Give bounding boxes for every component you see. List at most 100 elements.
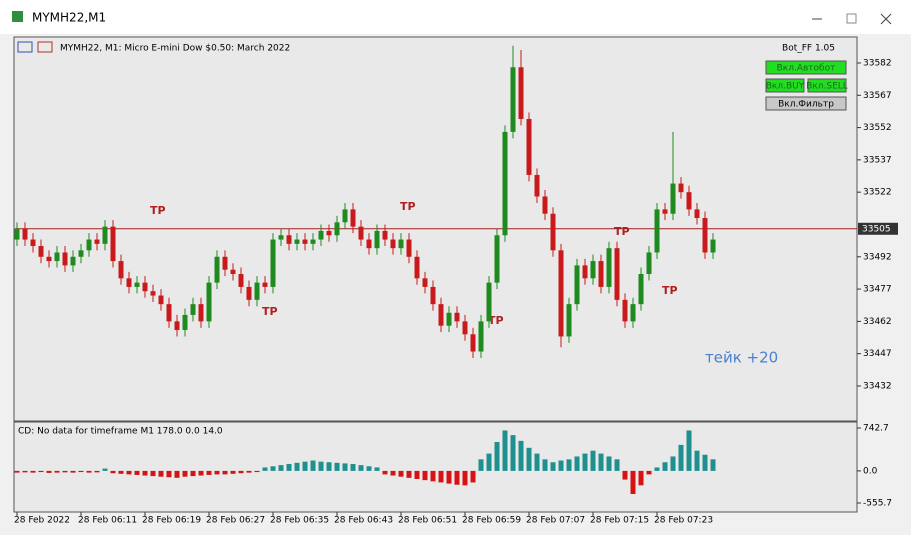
- indicator-bar: [78, 470, 84, 473]
- candle-body: [462, 321, 468, 335]
- indicator-bar: [366, 466, 372, 471]
- indicator-bar: [334, 462, 340, 471]
- x-tick-label: 28 Feb 06:51: [398, 516, 457, 526]
- candle-body: [422, 278, 428, 287]
- indicator-bar: [14, 470, 20, 473]
- indicator-bar: [62, 470, 68, 473]
- indicator-bar: [494, 442, 500, 471]
- candle-body: [710, 239, 716, 253]
- candle-body: [62, 252, 68, 266]
- candle-body: [326, 230, 332, 236]
- x-tick-label: 28 Feb 2022: [14, 516, 70, 526]
- candle-body: [502, 131, 508, 236]
- indicator-bar: [286, 463, 292, 471]
- indicator-bar: [678, 444, 684, 471]
- candle-body: [558, 250, 564, 337]
- indicator-bar: [318, 461, 324, 471]
- indicator-bar: [422, 470, 428, 481]
- indicator-bar: [654, 467, 660, 471]
- indicator-bar: [174, 470, 180, 478]
- indicator-bar: [598, 453, 604, 471]
- y-tick-label: 33477: [863, 285, 892, 295]
- expert-button[interactable]: [765, 60, 847, 75]
- candle-body: [446, 312, 452, 326]
- candle-body: [142, 282, 148, 292]
- indicator-bar: [54, 470, 60, 473]
- candle-body: [654, 209, 660, 253]
- candle-body: [494, 235, 500, 283]
- indicator-bar: [438, 470, 444, 483]
- candle-body: [214, 256, 220, 283]
- indicator-header: CD: No data for timeframe M1 178.0 0.0 1…: [18, 427, 223, 437]
- indicator-bar: [118, 470, 124, 474]
- candle-body: [126, 278, 132, 287]
- indicator-bar: [566, 459, 572, 471]
- candle-body: [150, 291, 156, 296]
- indicator-bar: [278, 465, 284, 471]
- candle-body: [662, 209, 668, 214]
- indicator-bar: [38, 470, 44, 473]
- indicator-bar: [262, 467, 268, 471]
- expert-button[interactable]: [807, 78, 847, 93]
- indicator-bar: [358, 465, 364, 471]
- chart-icon[interactable]: [37, 41, 53, 53]
- indicator-bar: [502, 430, 508, 471]
- candle-body: [86, 239, 92, 251]
- candle-body: [438, 304, 444, 326]
- indicator-bar: [398, 470, 404, 477]
- y-tick-label: 33522: [863, 188, 892, 198]
- indicator-bar: [686, 430, 692, 471]
- tp-marker: TP: [150, 204, 166, 217]
- candle-body: [694, 209, 700, 219]
- indicator-bar: [198, 470, 204, 476]
- candle-body: [358, 226, 364, 240]
- candle-body: [14, 228, 20, 240]
- indicator-bar: [166, 470, 172, 478]
- y-tick-label: 33432: [863, 381, 892, 391]
- indicator-bar: [710, 459, 716, 471]
- indicator-bar: [310, 460, 316, 471]
- indicator-bar: [342, 463, 348, 471]
- tp-marker: TP: [400, 200, 416, 213]
- candle-body: [206, 282, 212, 322]
- candle-body: [566, 304, 572, 337]
- indicator-bar: [550, 462, 556, 471]
- indicator-bar: [702, 454, 708, 471]
- tp-marker: TP: [662, 284, 678, 297]
- expert-button[interactable]: [765, 78, 805, 93]
- candle-body: [278, 235, 284, 240]
- tp-marker: TP: [488, 314, 504, 327]
- menu-icon[interactable]: [17, 41, 33, 53]
- expert-button-label[interactable]: Вкл.BUY: [766, 82, 805, 92]
- close-button[interactable]: [880, 13, 892, 25]
- indicator-bar: [470, 470, 476, 483]
- indicator-bar: [326, 462, 332, 471]
- candle-body: [102, 226, 108, 244]
- indicator-bar: [534, 453, 540, 471]
- candle-body: [550, 213, 556, 251]
- candle-body: [302, 239, 308, 244]
- candle-body: [110, 226, 116, 262]
- expert-button-label[interactable]: Вкл.SELL: [806, 82, 848, 92]
- candle-body: [526, 118, 532, 175]
- annotation: тейк +20: [705, 349, 778, 367]
- candle-body: [606, 248, 612, 287]
- indicator-tick-label: 0.0: [863, 466, 878, 476]
- candle-body: [510, 67, 516, 132]
- indicator-bar: [574, 456, 580, 471]
- indicator-bar: [446, 470, 452, 484]
- x-tick-label: 28 Feb 06:11: [78, 516, 137, 526]
- indicator-bar: [630, 470, 636, 495]
- candle-body: [134, 282, 140, 287]
- expert-button-label[interactable]: Вкл.Автобот: [777, 64, 836, 74]
- maximize-button[interactable]: [846, 13, 857, 24]
- x-tick-label: 28 Feb 06:27: [206, 516, 265, 526]
- candle-body: [622, 299, 628, 322]
- candle-body: [398, 239, 404, 249]
- candle-body: [198, 304, 204, 322]
- indicator-bar: [622, 470, 628, 480]
- expert-button-label[interactable]: Вкл.Фильтр: [778, 100, 834, 110]
- expert-button[interactable]: [765, 96, 847, 111]
- candle-body: [22, 228, 28, 240]
- indicator-bar: [126, 470, 132, 475]
